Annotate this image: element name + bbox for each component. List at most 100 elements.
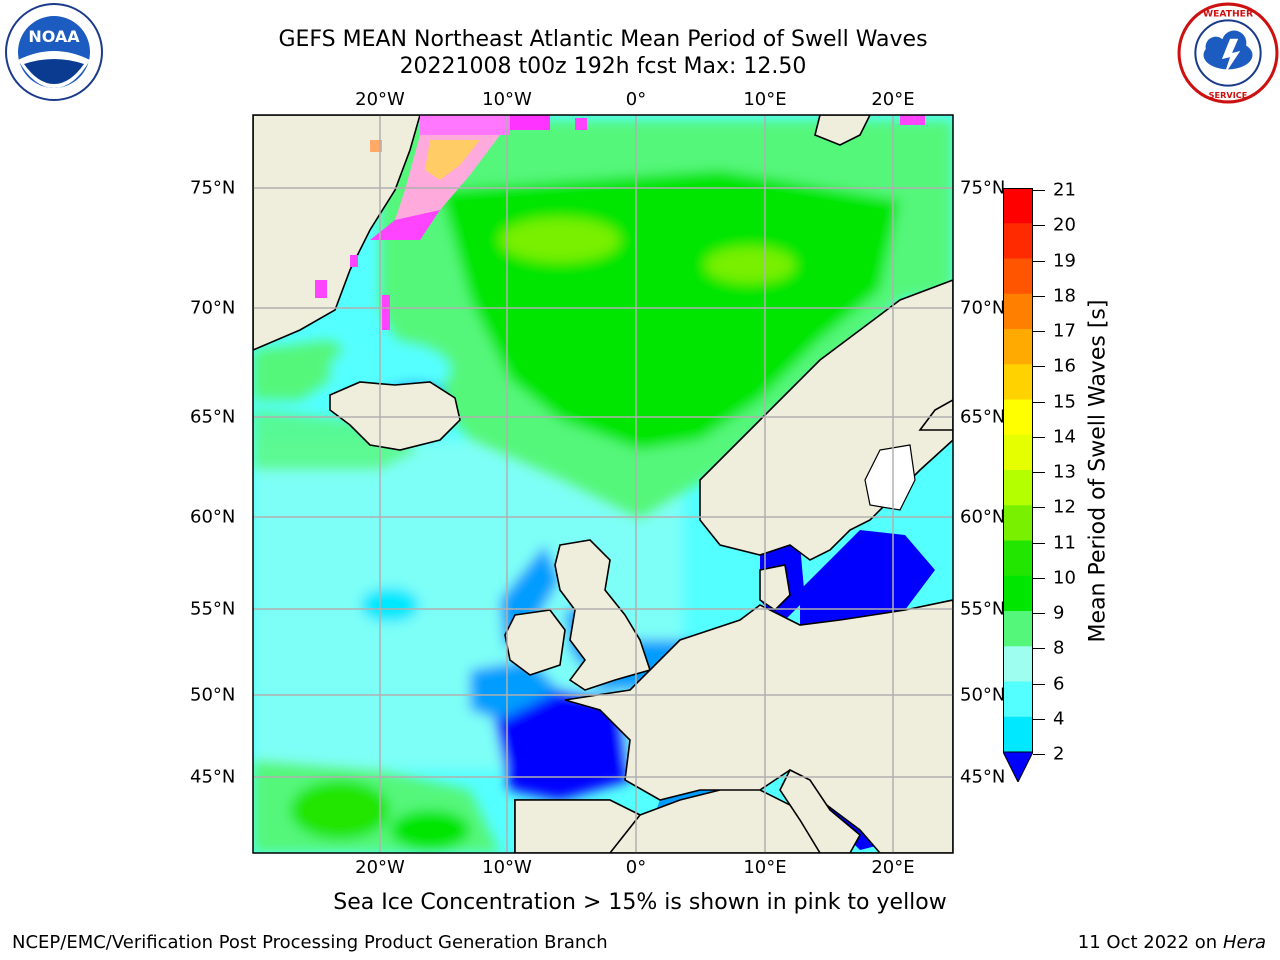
bottom-lon-label: 10°E (743, 857, 787, 878)
colorbar-label: Mean Period of Swell Waves [s] (1085, 299, 1111, 643)
ireland (504, 609, 566, 676)
great-britain (554, 539, 652, 691)
run-host: Hera (1222, 932, 1266, 953)
colorbar-segment (1003, 470, 1033, 506)
left-lat-label: 70°N (190, 297, 236, 319)
sea-ice (315, 115, 925, 330)
top-lon-label: 10°W (482, 89, 532, 110)
colorbar-segment (1003, 223, 1033, 259)
colorbar-tick-label: 14 (1053, 426, 1076, 448)
colorbar-frame (1003, 188, 1033, 753)
svg-text:SERVICE: SERVICE (1209, 90, 1248, 100)
right-lat-label: 55°N (960, 598, 1006, 620)
right-lat-label: 65°N (960, 406, 1006, 428)
colorbar-tick-label: 20 (1053, 214, 1076, 236)
right-lat-label: 50°N (960, 684, 1006, 706)
graticule (253, 115, 953, 853)
bottom-lon-label: 20°W (355, 857, 405, 878)
top-lon-label: 20°W (355, 89, 405, 110)
colorbar-segment (1003, 716, 1033, 753)
italy (779, 768, 862, 853)
colorbar-segment (1003, 329, 1033, 365)
colorbar-segment (1003, 293, 1033, 330)
left-lat-label: 55°N (190, 598, 236, 620)
run-date: 11 Oct 2022 on (1077, 932, 1218, 953)
colorbar-segment (1003, 505, 1033, 541)
colorbar-tick-mark (1033, 613, 1045, 614)
colorbar-tick-label: 8 (1053, 637, 1065, 659)
colorbar-segment (1003, 611, 1033, 647)
colorbar-tick-label: 6 (1053, 673, 1065, 694)
colorbar-tick-label: 9 (1053, 602, 1065, 624)
colorbar-tick-mark (1033, 718, 1045, 720)
top-lon-label: 20°E (871, 89, 915, 110)
colorbar-tick-mark (1033, 577, 1045, 579)
colorbar-segment (1003, 540, 1033, 577)
svg-text:WEATHER: WEATHER (1203, 8, 1253, 19)
nws-logo: WEATHER SERVICE (1177, 2, 1279, 104)
colorbar-tick-label: 19 (1053, 250, 1076, 271)
colorbar-tick-label: 16 (1053, 355, 1076, 377)
colorbar-tick-mark (1033, 648, 1045, 650)
colorbar-tick-mark (1033, 542, 1045, 544)
producer-credit: NCEP/EMC/Verification Post Processing Pr… (12, 932, 608, 953)
left-lat-label: 50°N (190, 684, 236, 706)
colorbar-tick-mark (1033, 225, 1045, 227)
svg-text:NOAA: NOAA (28, 27, 80, 46)
colorbar-tick-label: 4 (1053, 708, 1065, 730)
colorbar-extension (1003, 751, 1033, 782)
colorbar-tick-label: 10 (1053, 567, 1076, 589)
colorbar-tick-mark (1033, 401, 1045, 403)
colorbar-tick-label: 15 (1053, 391, 1076, 412)
left-lat-label: 75°N (190, 177, 236, 199)
noaa-logo: NOAA (5, 3, 103, 101)
colorbar-tick-mark (1033, 331, 1045, 332)
bottom-lon-label: 0° (625, 857, 647, 878)
colorbar-tick-mark (1033, 260, 1045, 262)
colorbar-segment (1003, 434, 1033, 471)
colorbar-tick-mark (1033, 472, 1045, 473)
colorbar-segment (1003, 681, 1033, 718)
chart-title: GEFS MEAN Northeast Atlantic Mean Period… (278, 27, 928, 52)
colorbar (1003, 188, 1033, 782)
left-lat-label: 65°N (190, 406, 236, 428)
right-lat-label: 60°N (960, 506, 1006, 528)
colorbar-tick-mark (1033, 507, 1045, 509)
top-lon-label: 10°E (743, 89, 787, 110)
bottom-lon-label: 20°E (871, 857, 915, 878)
iberia (514, 799, 642, 853)
colorbar-tick-label: 13 (1053, 461, 1076, 483)
colorbar-tick-label: 17 (1053, 320, 1076, 342)
colorbar-tick-mark (1033, 683, 1045, 685)
colorbar-tick-mark (1033, 436, 1045, 438)
colorbar-tick-label: 18 (1053, 285, 1076, 307)
chart-subtitle: 20221008 t00z 192h fcst Max: 12.50 (399, 54, 807, 79)
colorbar-segment (1003, 575, 1033, 612)
colorbar-tick-mark (1033, 366, 1045, 368)
colorbar-segment (1003, 188, 1033, 224)
top-lon-label: 0° (625, 89, 647, 110)
colorbar-tick-mark (1033, 754, 1045, 755)
colorbar-segment (1003, 258, 1033, 295)
colorbar-segment (1003, 646, 1033, 682)
iceland (329, 381, 461, 451)
sea-ice-note: Sea Ice Concentration > 15% is shown in … (0, 890, 1280, 915)
right-lat-label: 75°N (960, 177, 1006, 199)
sea-ice-note-text: Sea Ice Concentration > 15% is shown in … (333, 890, 947, 915)
colorbar-segment (1003, 364, 1033, 400)
colorbar-tick-label: 12 (1053, 496, 1076, 518)
colorbar-segment (1003, 399, 1033, 436)
right-lat-label: 70°N (960, 297, 1006, 319)
colorbar-tick-label: 11 (1053, 532, 1076, 553)
greenland (253, 115, 421, 351)
left-lat-label: 60°N (190, 506, 236, 528)
svalbard (814, 115, 871, 146)
map-frame (252, 114, 954, 854)
denmark (759, 564, 791, 612)
colorbar-tick-mark (1033, 295, 1045, 297)
colorbar-tick-label: 21 (1053, 179, 1076, 201)
right-lat-label: 45°N (960, 766, 1006, 788)
colorbar-tick-label: 2 (1053, 743, 1065, 765)
bottom-lon-label: 10°W (482, 857, 532, 878)
